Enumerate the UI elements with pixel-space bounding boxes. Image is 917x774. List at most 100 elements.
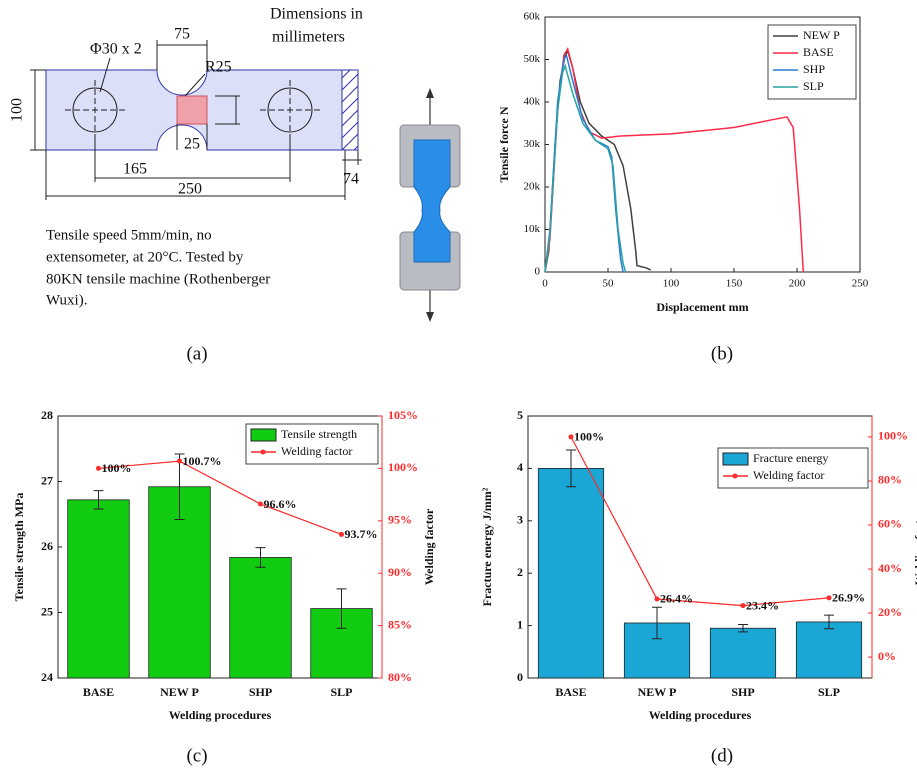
error-bar xyxy=(93,490,104,510)
dimension-label: 25 xyxy=(184,136,200,153)
error-bar xyxy=(566,449,576,488)
legend-swatch xyxy=(260,449,266,455)
x-tick-label: SLP xyxy=(818,685,840,699)
x-tick-label: BASE xyxy=(83,685,114,699)
dimension-label: 165 xyxy=(123,161,147,178)
dimension-label: Φ30 x 2 xyxy=(90,41,142,58)
y-tick-label: 60k xyxy=(524,11,541,23)
x-tick-label: 150 xyxy=(726,278,743,290)
legend-swatch xyxy=(722,452,749,466)
legend-label: Welding factor xyxy=(753,468,824,482)
y-tick-label: 2 xyxy=(517,565,523,579)
legend-label: Tensile strength xyxy=(281,427,357,441)
error-bar xyxy=(174,453,185,520)
legend-swatch xyxy=(732,473,738,479)
y-tick-label: 20k xyxy=(524,181,541,193)
y2-tick-label: 80% xyxy=(388,670,412,684)
y-tick-label: 27 xyxy=(41,473,53,487)
y2-tick-label: 80% xyxy=(878,473,902,487)
y-axis-label: Tensile force N xyxy=(497,106,511,182)
panel-label: (c) xyxy=(186,745,207,766)
x-tick-label: 50 xyxy=(603,278,615,290)
y2-tick-label: 100% xyxy=(388,460,418,474)
specimen-3d xyxy=(399,88,461,322)
line-marker xyxy=(96,465,101,471)
bar xyxy=(709,627,777,679)
value-label: 100% xyxy=(102,461,132,475)
y-tick-label: 1 xyxy=(517,617,523,631)
series-line xyxy=(98,460,342,535)
bar xyxy=(67,499,130,679)
y2-axis-label: Welding factor xyxy=(422,508,436,585)
y2-tick-label: 85% xyxy=(388,617,412,631)
y-axis-label: Tensile strength MPa xyxy=(12,493,26,602)
bar xyxy=(537,467,605,679)
legend-label: NEW P xyxy=(803,28,840,42)
legend-label: Fracture energy xyxy=(753,451,828,465)
dimension-label: 75 xyxy=(174,26,190,43)
y2-tick-label: 0% xyxy=(878,649,896,663)
line-marker xyxy=(568,434,574,440)
x-axis-label: Welding procedures xyxy=(649,708,752,722)
y-tick-label: 26 xyxy=(41,539,53,553)
y2-tick-label: 40% xyxy=(878,561,902,575)
value-label: 100.7% xyxy=(183,454,222,468)
x-tick-label: SLP xyxy=(330,685,352,699)
legend-label: SHP xyxy=(803,62,825,76)
y2-tick-label: 95% xyxy=(388,513,412,527)
y-tick-label: 28 xyxy=(41,408,53,422)
bar xyxy=(229,557,292,679)
series-line xyxy=(544,53,624,273)
value-label: 23.4% xyxy=(746,598,779,612)
value-label: 26.4% xyxy=(660,592,693,606)
error-bar xyxy=(738,624,748,633)
error-bar xyxy=(255,547,266,568)
y2-tick-label: 60% xyxy=(878,517,902,531)
y-tick-label: 3 xyxy=(517,513,523,527)
y2-tick-label: 100% xyxy=(878,429,908,443)
value-label: 93.7% xyxy=(345,527,378,541)
x-tick-label: NEW P xyxy=(638,685,677,699)
line-marker xyxy=(654,596,660,602)
y-tick-label: 24 xyxy=(41,670,53,684)
caption: extensometer, at 20°C. Tested by xyxy=(46,249,244,265)
dimension-label: 250 xyxy=(178,181,202,198)
y-tick-label: 10k xyxy=(524,223,541,235)
legend-swatch xyxy=(250,428,277,442)
value-label: 96.6% xyxy=(264,497,297,511)
x-tick-label: 100 xyxy=(663,278,680,290)
legend-label: Welding factor xyxy=(281,444,352,458)
dimension-label: R25 xyxy=(205,59,232,76)
line-marker xyxy=(740,603,746,609)
line-marker xyxy=(339,531,344,537)
y2-tick-label: 105% xyxy=(388,408,418,422)
note: millimeters xyxy=(272,29,345,46)
value-label: 100% xyxy=(574,430,604,444)
x-tick-label: SHP xyxy=(249,685,272,699)
caption: Wuxi). xyxy=(46,292,87,308)
x-tick-label: 250 xyxy=(852,278,869,290)
x-axis-label: Welding procedures xyxy=(169,708,272,722)
y-tick-label: 30k xyxy=(524,138,541,150)
caption: Tensile speed 5mm/min, no xyxy=(46,227,212,243)
y-tick-label: 50k xyxy=(524,53,541,65)
series-line xyxy=(544,46,805,273)
bar xyxy=(795,621,863,679)
x-axis-label: Displacement mm xyxy=(656,300,748,314)
line-marker xyxy=(258,501,263,507)
line-marker xyxy=(177,458,182,464)
dimension-label: 74 xyxy=(343,171,359,188)
y-tick-label: 40k xyxy=(524,96,541,108)
x-tick-label: SHP xyxy=(731,685,754,699)
line-marker xyxy=(826,595,832,601)
panel-label: (a) xyxy=(186,343,207,364)
panel-label: (b) xyxy=(711,343,733,364)
panel-label: (d) xyxy=(711,745,733,766)
dimension-label: 100 xyxy=(9,98,26,122)
legend-label: SLP xyxy=(803,79,824,93)
caption: 80KN tensile machine (Rothenberger xyxy=(46,271,270,287)
y-axis-label: Fracture energy J/mm² xyxy=(480,487,494,606)
x-tick-label: BASE xyxy=(555,685,586,699)
y-tick-label: 0 xyxy=(517,670,523,684)
